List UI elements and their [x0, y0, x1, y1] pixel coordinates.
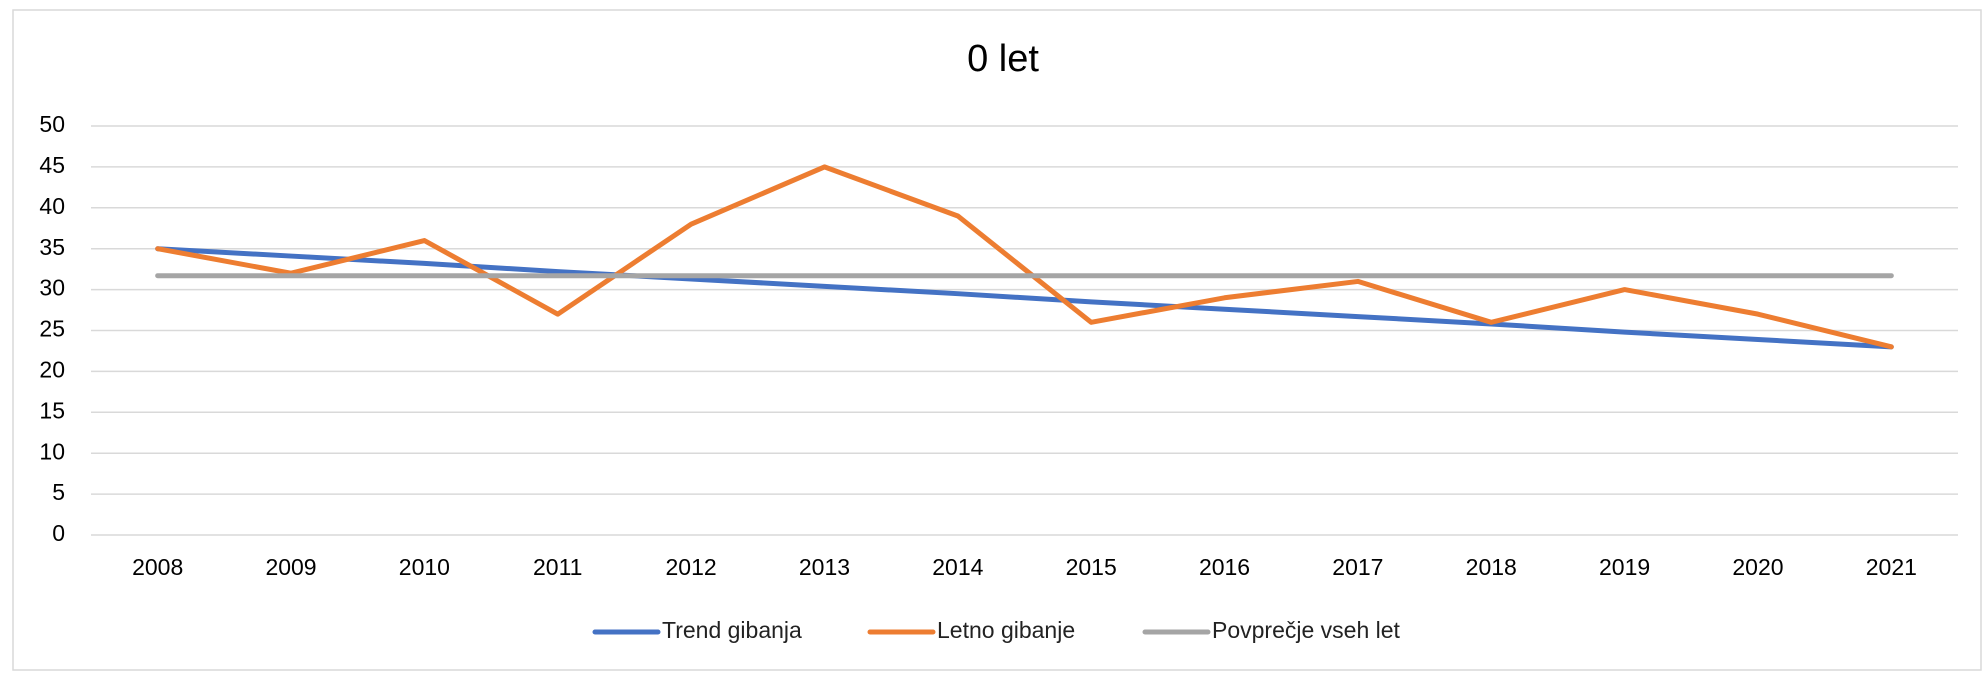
x-tick-label: 2015: [1066, 554, 1117, 580]
y-tick-label: 0: [52, 520, 65, 546]
chart-frame: [12, 9, 1982, 671]
x-tick-label: 2008: [132, 554, 183, 580]
line-series: [155, 164, 1894, 350]
y-tick-label: 35: [39, 234, 65, 260]
x-tick-label: 2011: [533, 554, 582, 580]
chart-title: 0 let: [967, 38, 1039, 80]
x-tick-label: 2009: [265, 554, 316, 580]
legend-label: Trend gibanja: [662, 617, 802, 643]
y-tick-label: 45: [39, 152, 65, 178]
y-tick-label: 15: [39, 397, 65, 423]
y-tick-label: 20: [39, 356, 65, 382]
legend-label: Povprečje vseh let: [1212, 617, 1401, 643]
x-tick-label: 2018: [1466, 554, 1517, 580]
x-tick-label: 2020: [1732, 554, 1783, 580]
x-tick-label: 2021: [1866, 554, 1917, 580]
y-tick-label: 40: [39, 193, 65, 219]
legend-label: Letno gibanje: [937, 617, 1075, 643]
x-tick-label: 2017: [1332, 554, 1383, 580]
x-tick-label: 2012: [666, 554, 717, 580]
y-tick-label: 5: [52, 479, 65, 505]
x-tick-label: 2010: [399, 554, 450, 580]
y-tick-label: 25: [39, 316, 65, 342]
y-tick-label: 10: [39, 438, 65, 464]
x-tick-label: 2013: [799, 554, 850, 580]
y-tick-label: 30: [39, 275, 65, 301]
y-tick-label: 50: [39, 111, 65, 137]
x-tick-label: 2019: [1599, 554, 1650, 580]
line-series: [155, 246, 1894, 350]
x-tick-label: 2016: [1199, 554, 1250, 580]
x-tick-label: 2014: [932, 554, 983, 580]
